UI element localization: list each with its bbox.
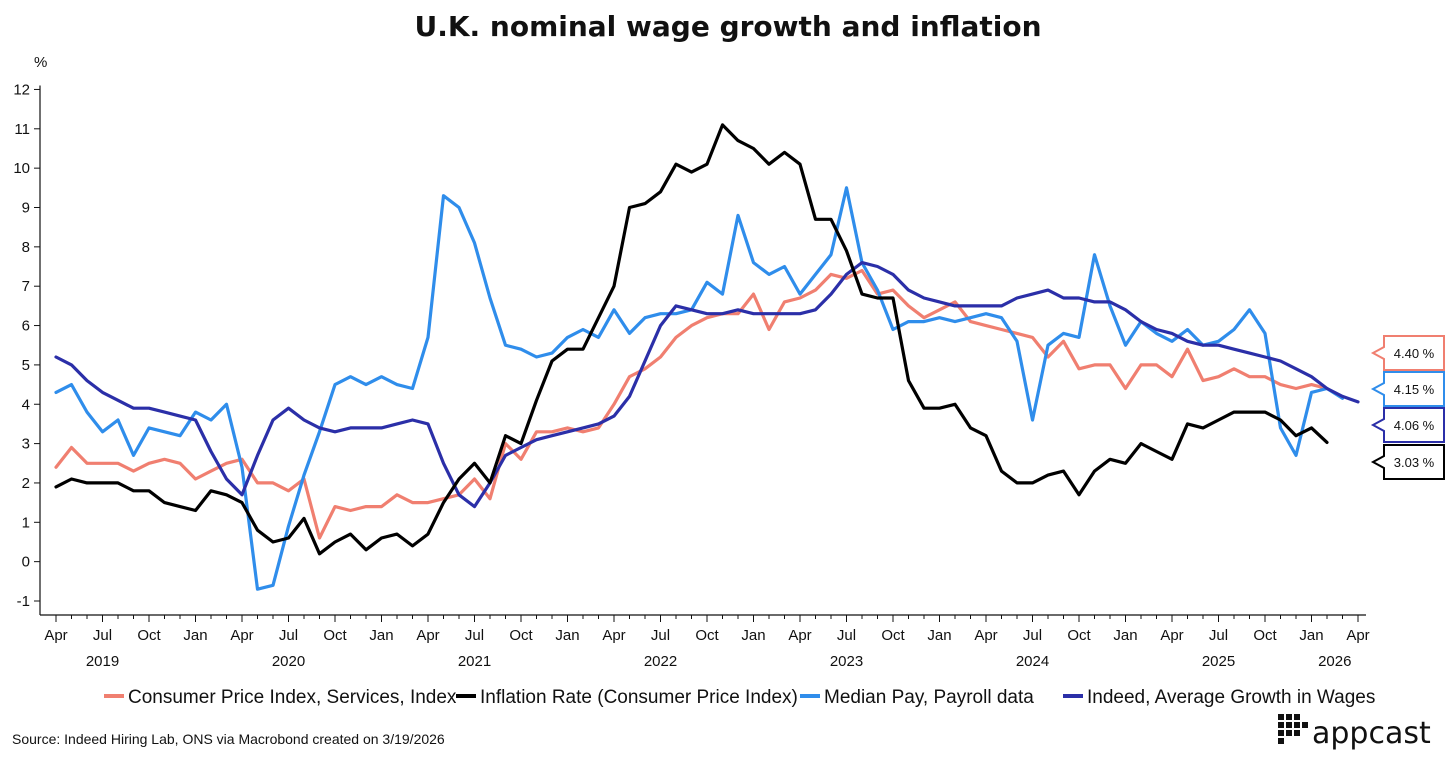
x-year-label: 2021 [458, 653, 491, 670]
x-tick-label: Jul [279, 627, 298, 644]
y-tick-label: 10 [13, 160, 30, 177]
x-year-label: 2020 [272, 653, 305, 670]
x-tick-label: Jul [1023, 627, 1042, 644]
end-label-median-pay: 4.15 % [1370, 371, 1445, 407]
series-line-cpi-services [54, 268, 1329, 540]
dot-grid-dot [1286, 714, 1292, 720]
x-year-label: 2026 [1318, 653, 1351, 670]
end-label-value: 4.40 % [1394, 346, 1435, 361]
series-line-indeed-wages [54, 261, 1360, 509]
chart-title: U.K. nominal wage growth and inflation [414, 10, 1041, 43]
y-tick-label: 8 [22, 239, 30, 256]
x-tick-label: Jan [1299, 627, 1323, 644]
x-tick-label: Jan [183, 627, 207, 644]
x-tick-label: Jan [741, 627, 765, 644]
y-tick-label: 0 [22, 554, 30, 571]
y-tick-label: 4 [22, 396, 30, 413]
legend-item-median-pay: Median Pay, Payroll data [800, 687, 1034, 708]
dot-grid-dot [1294, 714, 1300, 720]
y-tick-label: 12 [13, 81, 30, 98]
x-tick-label: Jul [651, 627, 670, 644]
dot-grid-dot [1278, 722, 1284, 728]
end-label-box [1370, 371, 1445, 407]
y-tick-label: 1 [22, 514, 30, 531]
x-tick-label: Apr [44, 627, 67, 644]
x-tick-label: Jul [1209, 627, 1228, 644]
x-tick-label: Apr [230, 627, 253, 644]
x-tick-label: Apr [602, 627, 625, 644]
y-tick-label: -1 [17, 593, 30, 610]
x-tick-label: Jul [837, 627, 856, 644]
dot-grid-dot [1302, 722, 1308, 728]
end-label-box [1370, 335, 1445, 371]
legend-label: Indeed, Average Growth in Wages [1087, 687, 1375, 708]
x-tick-label: Jul [93, 627, 112, 644]
y-tick-label: 5 [22, 357, 30, 374]
series-line-inflation [54, 123, 1329, 556]
appcast-logo: appcast [1278, 714, 1431, 751]
x-year-label: 2023 [830, 653, 863, 670]
dot-grid-dot [1294, 722, 1300, 728]
legend-label: Inflation Rate (Consumer Price Index) [480, 687, 798, 708]
x-tick-label: Oct [1067, 627, 1091, 644]
x-tick-label: Oct [137, 627, 161, 644]
x-tick-label: Jan [1113, 627, 1137, 644]
x-year-label: 2024 [1016, 653, 1049, 670]
x-tick-label: Oct [509, 627, 533, 644]
series-lines [54, 123, 1360, 591]
legend-label: Consumer Price Index, Services, Index [128, 687, 457, 708]
legend-label: Median Pay, Payroll data [824, 687, 1034, 708]
y-axis-label: % [34, 54, 47, 71]
end-label-indeed-wages: 4.06 % [1370, 407, 1445, 443]
y-tick-label: 9 [22, 200, 30, 217]
x-tick-label: Oct [1253, 627, 1277, 644]
x-year-label: 2022 [644, 653, 677, 670]
source-note: Source: Indeed Hiring Lab, ONS via Macro… [12, 731, 445, 747]
dot-grid-dot [1278, 730, 1284, 736]
legend-item-indeed-wages: Indeed, Average Growth in Wages [1063, 687, 1375, 708]
x-year-label: 2025 [1202, 653, 1235, 670]
legend-item-cpi-services: Consumer Price Index, Services, Index [104, 687, 457, 708]
end-label-value: 4.15 % [1394, 382, 1435, 397]
x-tick-label: Jul [465, 627, 484, 644]
dot-grid-icon [1278, 714, 1308, 744]
x-tick-label: Oct [323, 627, 347, 644]
end-label-value: 3.03 % [1394, 455, 1435, 470]
y-tick-label: 6 [22, 318, 30, 335]
x-tick-label: Apr [974, 627, 997, 644]
dot-grid-dot [1278, 738, 1284, 744]
x-tick-label: Jan [369, 627, 393, 644]
x-year-label: 2019 [86, 653, 119, 670]
dot-grid-dot [1286, 730, 1292, 736]
y-tick-label: 7 [22, 278, 30, 295]
end-label-value: 4.06 % [1394, 418, 1435, 433]
x-tick-label: Jan [927, 627, 951, 644]
end-label-inflation: 3.03 % [1370, 444, 1445, 480]
end-label-box [1370, 407, 1445, 443]
y-tick-label: 2 [22, 475, 30, 492]
dot-grid-dot [1294, 730, 1300, 736]
dot-grid-dot [1286, 722, 1292, 728]
x-tick-label: Apr [1346, 627, 1369, 644]
dot-grid-dot [1278, 714, 1284, 720]
legend-item-inflation: Inflation Rate (Consumer Price Index) [456, 687, 798, 708]
x-tick-label: Apr [1160, 627, 1183, 644]
end-label-cpi-services: 4.40 % [1370, 335, 1445, 371]
series-line-median-pay [54, 186, 1345, 591]
legend: Consumer Price Index, Services, Index Inf… [104, 687, 1375, 708]
y-tick-label: 3 [22, 436, 30, 453]
x-tick-label: Apr [788, 627, 811, 644]
x-tick-label: Jan [555, 627, 579, 644]
end-label-box [1370, 444, 1445, 480]
y-tick-label: 11 [14, 121, 30, 138]
brand-name: appcast [1312, 716, 1431, 751]
x-tick-label: Oct [695, 627, 719, 644]
x-tick-label: Apr [416, 627, 439, 644]
x-tick-label: Oct [881, 627, 905, 644]
end-labels: 4.40 % 3.03 % 4.15 % 4.06 % [1370, 335, 1445, 480]
